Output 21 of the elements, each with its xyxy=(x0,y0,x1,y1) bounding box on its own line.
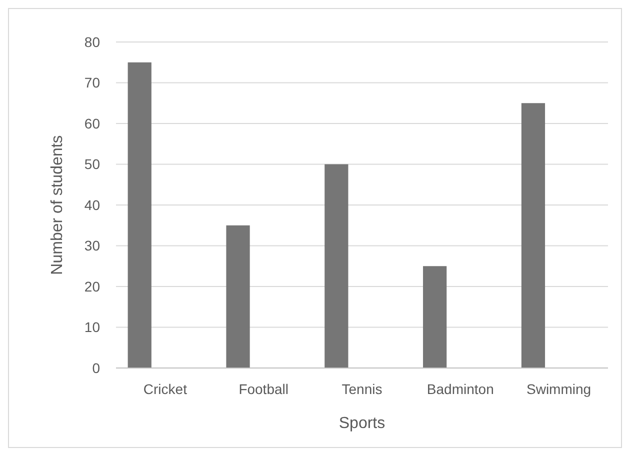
x-axis-title: Sports xyxy=(338,415,386,432)
bar xyxy=(226,225,250,368)
y-tick-label: 70 xyxy=(84,74,100,91)
bar xyxy=(128,62,152,368)
y-tick-label: 30 xyxy=(84,238,100,254)
x-tick-label: Football xyxy=(238,381,289,397)
x-tick-label: Tennis xyxy=(342,381,382,397)
y-tick-label: 60 xyxy=(84,115,100,132)
x-tick-label: Cricket xyxy=(143,381,188,397)
y-tick-label: 50 xyxy=(84,156,100,172)
bar xyxy=(324,164,348,368)
x-tick-label: Swimming xyxy=(526,381,592,397)
y-tick-label: 20 xyxy=(84,278,100,294)
bar xyxy=(521,103,546,368)
y-axis-title: Number of students xyxy=(49,135,66,275)
bar xyxy=(423,266,447,368)
x-tick-label: Badminton xyxy=(426,381,494,397)
y-tick-label: 0 xyxy=(92,360,100,376)
y-tick-label: 40 xyxy=(84,196,100,213)
y-tick-label: 10 xyxy=(84,319,100,336)
y-tick-label: 80 xyxy=(84,34,100,50)
